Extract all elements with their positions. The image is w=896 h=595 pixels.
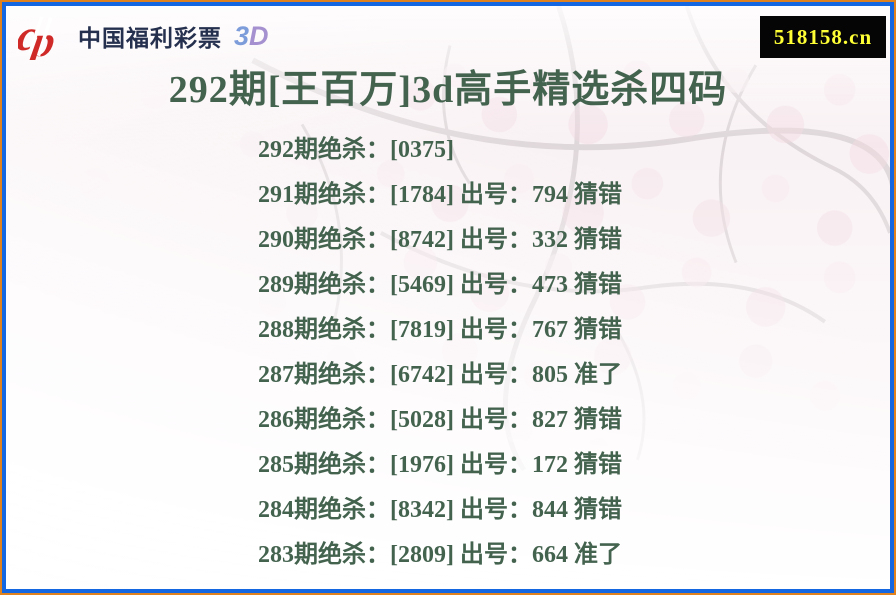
brand-name: 中国福利彩票: [78, 25, 222, 51]
record-line: 286期绝杀：[5028] 出号：827 猜错: [258, 407, 622, 433]
record-line: 292期绝杀：[0375]: [258, 137, 454, 163]
record-line: 287期绝杀：[6742] 出号：805 准了: [258, 362, 622, 388]
welfare-lottery-logo-icon: c p: [18, 12, 59, 60]
prediction-list: 292期绝杀：[0375] 291期绝杀：[1784] 出号：794 猜错 290期…: [258, 128, 622, 578]
record-line: 288期绝杀：[7819] 出号：767 猜错: [258, 317, 622, 343]
record-line: 289期绝杀：[5469] 出号：473 猜错: [258, 272, 622, 298]
record-line: 285期绝杀：[1976] 出号：172 猜错: [258, 452, 622, 478]
page-title: 292期[王百万]3d高手精选杀四码: [168, 69, 728, 111]
record-line: 290期绝杀：[8742] 出号：332 猜错: [258, 227, 622, 253]
brand-3d-label: 3D: [234, 21, 269, 52]
site-logo: c p 中国福利彩票 3D: [18, 12, 269, 60]
brand-3: 3: [234, 20, 250, 51]
record-line: 283期绝杀：[2809] 出号：664 准了: [258, 542, 622, 568]
record-line: 291期绝杀：[1784] 出号：794 猜错: [258, 182, 622, 208]
record-line: 284期绝杀：[8342] 出号：844 猜错: [258, 497, 622, 523]
brand-d: D: [249, 20, 269, 51]
site-domain-badge: 518158.cn: [760, 16, 886, 58]
